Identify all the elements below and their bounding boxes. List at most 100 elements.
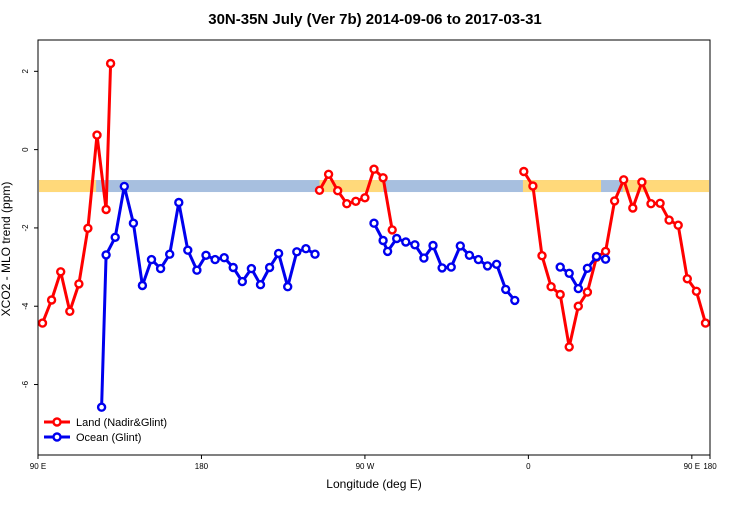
data-point-ocean [146, 254, 157, 265]
data-point-land [528, 181, 538, 191]
data-point-ocean [192, 265, 202, 275]
x-tick-label: 90 E [684, 462, 700, 471]
data-point-ocean [96, 402, 107, 412]
data-point-ocean [382, 246, 393, 257]
land-band [39, 180, 97, 193]
data-point-ocean [573, 283, 583, 294]
data-point-ocean [555, 262, 565, 272]
data-point-land [83, 223, 93, 234]
y-tick-label: 2 [21, 69, 30, 74]
series-land [37, 58, 711, 352]
data-point-ocean [246, 263, 257, 274]
data-point-ocean [437, 263, 447, 273]
data-point-ocean [591, 251, 602, 262]
chart-title: 30N-35N July (Ver 7b) 2014-09-06 to 2017… [208, 11, 542, 28]
data-point-ocean [582, 263, 593, 273]
data-point-ocean [174, 197, 184, 208]
data-point-land [333, 185, 343, 196]
data-point-land [573, 301, 583, 311]
series-ocean [96, 181, 611, 412]
data-point-ocean [137, 280, 148, 291]
data-point-ocean [482, 261, 493, 271]
data-point-ocean [310, 249, 320, 259]
data-point-land [351, 196, 361, 207]
data-point-land [537, 250, 547, 261]
data-point-ocean [283, 282, 293, 292]
data-point-ocean [292, 247, 302, 257]
data-point-land [74, 279, 84, 289]
legend-label-land: Land (Nadir&Glint) [76, 417, 167, 429]
data-point-land [37, 318, 48, 328]
data-point-ocean [110, 232, 120, 243]
data-point-ocean [392, 233, 402, 244]
data-point-ocean [369, 218, 379, 228]
data-point-land [555, 289, 565, 300]
data-point-land [600, 246, 611, 257]
data-point-land [369, 164, 379, 174]
data-point-ocean [419, 253, 429, 263]
data-point-ocean [119, 181, 130, 192]
data-point-ocean [273, 248, 284, 259]
data-point-ocean [473, 254, 484, 265]
land-band [319, 180, 384, 193]
y-axis-label: XCO2 - MLO trend (ppm) [0, 182, 13, 317]
data-point-ocean [101, 250, 111, 260]
data-point-land [92, 130, 102, 140]
data-point-ocean [564, 268, 574, 278]
y-axis-ticks: 2 0 -2 -4 -6 [21, 69, 38, 388]
data-point-ocean [378, 235, 388, 246]
data-point-land [564, 342, 574, 352]
data-point-land [628, 203, 638, 213]
data-point-land [387, 225, 397, 235]
data-point-ocean [428, 240, 438, 251]
data-point-land [519, 166, 529, 177]
data-point-ocean [128, 218, 139, 228]
data-point-ocean [491, 259, 502, 269]
data-point-ocean [410, 240, 420, 250]
land-band [622, 180, 709, 193]
legend-marker-land [52, 417, 62, 427]
data-point-ocean [264, 262, 275, 273]
data-point-land [664, 215, 674, 225]
data-point-land [46, 295, 57, 305]
y-tick-label: -2 [21, 224, 30, 232]
surface-band [39, 180, 709, 193]
data-point-ocean [201, 250, 211, 261]
data-point-ocean [210, 254, 220, 265]
land-band [522, 180, 602, 193]
data-point-land [682, 274, 692, 284]
x-tick-label: 0 [526, 462, 531, 471]
y-tick-label: -4 [21, 302, 30, 310]
data-point-land [691, 286, 702, 296]
data-point-ocean [255, 280, 266, 290]
data-point-land [101, 204, 111, 215]
y-tick-label: 0 [21, 147, 30, 152]
data-point-ocean [510, 295, 520, 306]
data-point-ocean [237, 276, 248, 287]
data-point-ocean [301, 243, 311, 254]
data-point-land [546, 282, 556, 292]
x-tick-label: 180 [703, 462, 717, 471]
x-tick-label: 180 [195, 462, 209, 471]
data-point-land [619, 175, 629, 185]
data-series [37, 58, 711, 412]
y-tick-label: -6 [21, 380, 30, 388]
data-point-land [105, 58, 116, 69]
data-point-land [342, 198, 352, 209]
legend: Land (Nadir&Glint) Ocean (Glint) [44, 417, 167, 444]
data-point-land [609, 196, 620, 206]
data-point-ocean [600, 254, 611, 264]
data-point-land [655, 198, 665, 209]
data-point-ocean [401, 237, 411, 247]
data-point-land [582, 287, 593, 297]
x-tick-label: 90 E [30, 462, 46, 471]
data-point-land [378, 173, 388, 183]
data-point-ocean [183, 245, 193, 255]
data-point-ocean [464, 250, 475, 261]
data-point-ocean [501, 284, 511, 295]
data-point-ocean [155, 263, 166, 274]
data-point-land [56, 267, 66, 277]
legend-marker-ocean [52, 432, 62, 442]
